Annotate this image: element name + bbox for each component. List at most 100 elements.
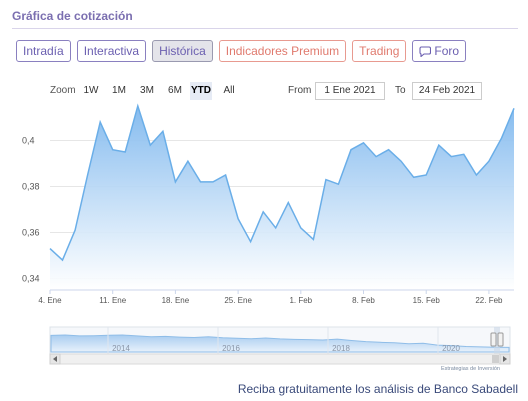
price-point[interactable] <box>73 228 77 232</box>
tab-historica[interactable]: Histórica <box>152 40 213 62</box>
from-date-input[interactable]: 1 Ene 2021 <box>315 82 385 100</box>
price-point[interactable] <box>449 155 453 159</box>
price-point[interactable] <box>186 159 190 163</box>
price-point[interactable] <box>499 136 503 140</box>
tab-label: Indicadores Premium <box>225 44 340 58</box>
price-point[interactable] <box>424 173 428 177</box>
tab-interactiva[interactable]: Interactiva <box>76 40 147 62</box>
price-line <box>49 103 515 262</box>
scrollbar[interactable] <box>49 353 511 365</box>
price-point[interactable] <box>161 129 165 133</box>
x-tick-label: 18. Ene <box>162 296 190 305</box>
price-point[interactable] <box>211 180 215 184</box>
to-label: To <box>395 85 406 96</box>
navigator-selection[interactable] <box>494 327 500 354</box>
price-point[interactable] <box>111 148 115 152</box>
tab-label: Foro <box>434 44 460 58</box>
price-point[interactable] <box>173 180 177 184</box>
price-area <box>50 106 514 290</box>
x-tick-label: 22. Feb <box>475 296 503 305</box>
price-point[interactable] <box>198 180 202 184</box>
x-tick-label: 1. Feb <box>289 296 312 305</box>
footer-analysis-link[interactable]: Reciba gratuitamente los análisis de Ban… <box>237 382 518 396</box>
chat-bubble-icon <box>419 46 432 57</box>
navigator-series <box>50 334 510 353</box>
price-point[interactable] <box>374 155 378 159</box>
price-point[interactable] <box>437 143 441 147</box>
tab-indicadores-premium[interactable]: Indicadores Premium <box>218 40 347 62</box>
price-point[interactable] <box>274 226 278 230</box>
y-tick-label: 0,4 <box>22 136 35 146</box>
price-point[interactable] <box>487 159 491 163</box>
price-point[interactable] <box>349 148 353 152</box>
from-label: From <box>288 85 312 96</box>
price-point[interactable] <box>224 173 228 177</box>
price-point[interactable] <box>412 175 416 179</box>
scrollbar-track[interactable] <box>49 353 511 365</box>
arrow-right-icon <box>503 356 507 362</box>
price-point[interactable] <box>48 247 52 251</box>
chart-tabs: Intradía Interactiva Histórica Indicador… <box>16 40 467 62</box>
price-point[interactable] <box>399 159 403 163</box>
to-date-input[interactable]: 24 Feb 2021 <box>412 82 482 100</box>
x-tick-label: 15. Feb <box>413 296 441 305</box>
x-axis: 4. Ene 11. Ene 18. Ene 25. Ene 1. Feb 8. Feb 1… <box>38 289 514 305</box>
navigator-year-label: 2014 <box>112 344 130 353</box>
price-point[interactable] <box>249 240 253 244</box>
price-point[interactable] <box>311 237 315 241</box>
price-point[interactable] <box>123 150 127 154</box>
price-point[interactable] <box>61 258 65 262</box>
zoom-button-all[interactable]: All <box>223 85 235 96</box>
zoom-button-ytd[interactable]: YTD <box>190 82 212 100</box>
tab-label: Interactiva <box>83 44 140 58</box>
section-title: Gráfica de cotización <box>12 9 133 23</box>
navigator-year-label: 2016 <box>222 344 240 353</box>
navigator-year-label: 2020 <box>442 344 460 353</box>
x-tick-label: 11. Ene <box>99 296 127 305</box>
price-point[interactable] <box>336 182 340 186</box>
zoom-button-3m[interactable]: 3M <box>140 85 154 96</box>
price-point[interactable] <box>474 173 478 177</box>
price-point[interactable] <box>261 210 265 214</box>
price-point[interactable] <box>387 148 391 152</box>
tab-label: Trading <box>359 44 400 58</box>
y-tick-label: 0,36 <box>22 228 40 238</box>
price-point[interactable] <box>236 217 240 221</box>
x-tick-label: 25. Ene <box>224 296 252 305</box>
price-point[interactable] <box>299 226 303 230</box>
navigator[interactable]: 2014 2016 2018 2020 Estrategias de Inversió… <box>49 326 511 372</box>
price-point[interactable] <box>86 173 90 177</box>
y-tick-label: 0,38 <box>22 182 40 192</box>
navigator-years: 2014 2016 2018 2020 <box>107 327 460 354</box>
title-divider <box>12 28 518 29</box>
navigator-year-label: 2018 <box>332 344 350 353</box>
tab-intradia[interactable]: Intradía <box>16 40 71 62</box>
price-point[interactable] <box>136 104 140 108</box>
range-selector: Zoom 1W 1M 3M 6M YTD All From 1 Ene 2021… <box>50 82 490 100</box>
x-tick-label: 8. Feb <box>352 296 375 305</box>
tab-label: Intradía <box>23 44 64 58</box>
tab-foro[interactable]: Foro <box>412 40 467 62</box>
tab-label: Histórica <box>159 44 206 58</box>
navigator-right-handle[interactable] <box>497 332 504 347</box>
x-tick-label: 4. Ene <box>38 296 62 305</box>
navigator-left-handle[interactable] <box>490 332 497 347</box>
price-point[interactable] <box>98 120 102 124</box>
zoom-button-6m[interactable]: 6M <box>168 85 182 96</box>
tab-trading[interactable]: Trading <box>352 40 407 62</box>
zoom-button-1m[interactable]: 1M <box>112 85 126 96</box>
price-point[interactable] <box>362 141 366 145</box>
price-point[interactable] <box>148 143 152 147</box>
arrow-left-icon <box>53 356 57 362</box>
zoom-label: Zoom <box>50 85 76 96</box>
zoom-button-1w[interactable]: 1W <box>83 85 99 96</box>
navigator-watermark: Estrategias de Inversión <box>441 366 500 372</box>
price-point[interactable] <box>462 152 466 156</box>
y-tick-label: 0,34 <box>22 274 40 284</box>
price-point[interactable] <box>512 106 516 110</box>
price-point[interactable] <box>324 178 328 182</box>
price-point[interactable] <box>286 201 290 205</box>
scrollbar-thumb[interactable] <box>492 355 499 363</box>
y-axis: 0,34 0,36 0,38 0,4 <box>22 136 40 284</box>
